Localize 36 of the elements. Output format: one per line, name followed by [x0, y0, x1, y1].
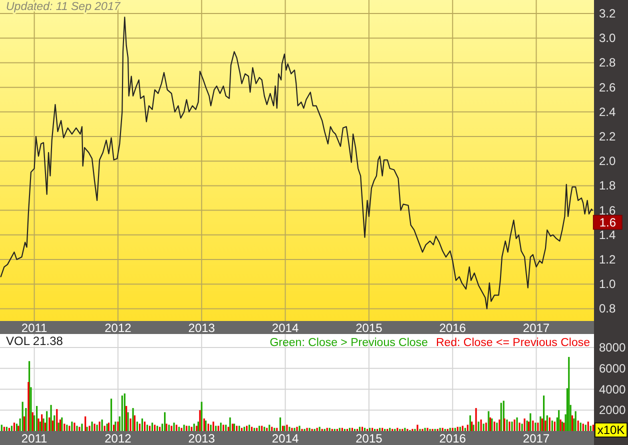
y-tick-label: 6000 — [599, 361, 626, 376]
x-tick-label: 2012 — [104, 432, 132, 445]
y-tick-label: 1.6 — [599, 203, 616, 218]
y-tick-label: 2.8 — [599, 56, 616, 70]
y-tick-label: 1.0 — [599, 277, 616, 292]
x-tick-label: 2011 — [21, 321, 48, 335]
y-axis-title: x10K — [597, 423, 625, 437]
x-tick-label: 2017 — [522, 321, 550, 335]
text: Green: Close > Previous Close — [270, 337, 428, 349]
y-tick-label: 1.8 — [599, 178, 616, 193]
x-tick-label: 2015 — [356, 432, 383, 445]
y-tick-label: 3.2 — [599, 6, 616, 21]
x-tick-label: 2014 — [272, 321, 299, 335]
y-tick-label: 2000 — [599, 403, 626, 418]
y-tick-label: 3.0 — [599, 31, 616, 46]
y-tick-label: 8000 — [599, 340, 626, 355]
annotation: VOL 21.38 — [6, 334, 64, 348]
x-tick-label: 2013 — [188, 321, 216, 335]
y-tick-label: 1.4 — [599, 228, 616, 242]
text: Red: Close <= Previous Close — [436, 337, 590, 349]
y-tick-label: 2.6 — [599, 80, 616, 94]
y-tick-label: 0.8 — [599, 302, 616, 316]
line-series — [0, 16, 593, 310]
x-tick-label: 2016 — [439, 432, 466, 445]
y-tick-label: 1.2 — [599, 252, 616, 267]
y-tick-label: 2.4 — [599, 104, 616, 119]
x-tick-label: 2013 — [188, 432, 216, 445]
x-tick-label: 2012 — [104, 321, 132, 335]
x-tick-label: 2014 — [272, 432, 299, 445]
x-tick-label: 2016 — [439, 321, 466, 335]
y-tick-label: 2.2 — [599, 130, 616, 144]
x-tick-label: 2011 — [21, 432, 48, 445]
x-tick-label: 2015 — [356, 321, 383, 335]
y-tick-label: 4000 — [599, 382, 626, 396]
y-tick-label: 2.0 — [599, 154, 616, 168]
x-tick-label: 2017 — [522, 432, 550, 445]
